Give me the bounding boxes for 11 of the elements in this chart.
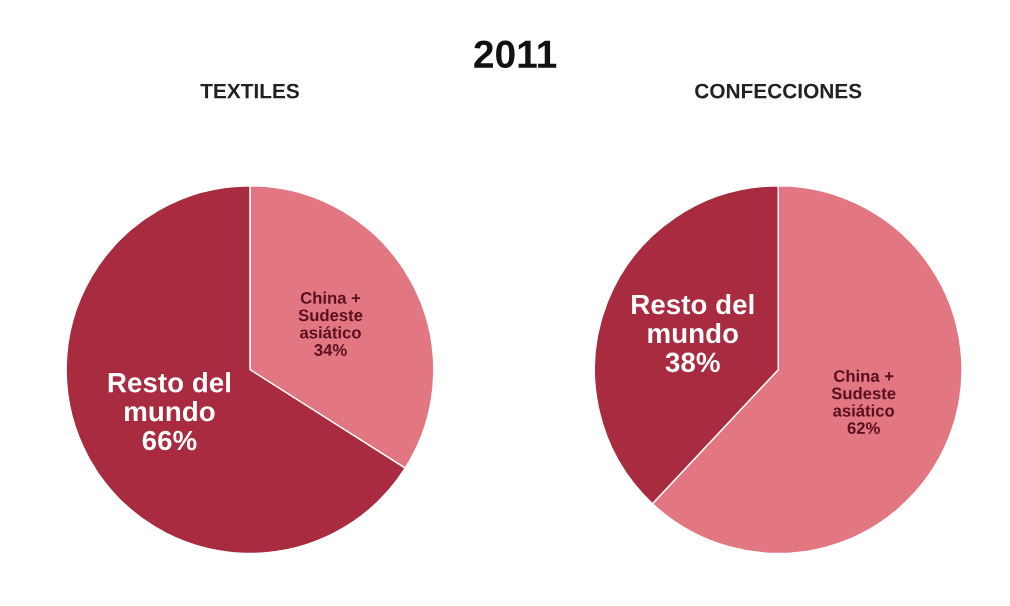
data-label: 66% <box>142 430 197 451</box>
data-label: 34% <box>314 344 347 356</box>
chart-title: CONFECCIONES <box>695 83 862 99</box>
slice-label: China + Sudeste asiático <box>298 291 363 339</box>
slice-label: China + Sudeste asiático <box>831 369 896 417</box>
slice-label: Resto del mundo <box>108 372 230 422</box>
slice-label: Resto del mundo <box>632 293 754 344</box>
data-label: 62% <box>847 422 880 434</box>
chart-title: TEXTILES <box>200 83 299 99</box>
data-label: 38% <box>665 352 720 373</box>
text: 2011 <box>474 40 557 69</box>
